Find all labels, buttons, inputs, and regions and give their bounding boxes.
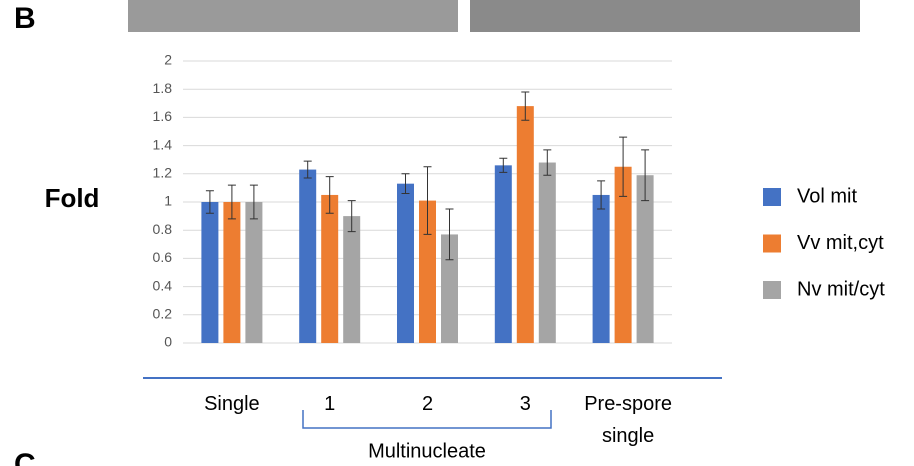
y-tick-label: 1.4 (153, 136, 173, 152)
micrograph (128, 0, 458, 32)
legend-label: Vv mit,cyt (797, 232, 884, 254)
y-tick-label: 0.2 (153, 306, 173, 322)
panel-label: C (14, 448, 36, 466)
y-axis-label: Fold (45, 183, 100, 213)
legend-swatch (763, 188, 781, 206)
error-bar (205, 190, 214, 214)
error-bar (499, 157, 508, 173)
error-bar (641, 149, 650, 202)
bar (245, 202, 263, 343)
error-bar (445, 208, 454, 261)
y-tick-label: 2 (164, 52, 172, 68)
y-tick-label: 0.8 (153, 221, 173, 237)
y-tick-label: 0.6 (153, 249, 173, 265)
bar (614, 166, 632, 343)
bar (441, 234, 458, 343)
bar (299, 169, 317, 343)
y-tick-label: 1 (164, 193, 172, 209)
y-tick-label: 1.6 (153, 108, 173, 124)
bar (321, 194, 339, 343)
x-tick-label: 2 (421, 393, 434, 415)
group-label: Multinucleate (368, 440, 486, 462)
error-bar (227, 184, 236, 220)
bar (201, 202, 219, 343)
y-tick-label: 1.2 (153, 165, 173, 181)
error-bar (401, 173, 410, 195)
bar (419, 200, 436, 343)
bar (516, 106, 534, 344)
y-tick-label: 1.8 (153, 80, 173, 96)
error-bar (521, 91, 530, 121)
bar (538, 162, 556, 343)
panel-label: B (14, 2, 36, 35)
legend-label: Nv mit/cyt (797, 278, 885, 300)
error-bar (597, 180, 606, 210)
x-tick-label: 1 (324, 393, 336, 415)
x-tick-label: 3 (519, 393, 531, 415)
error-bar (619, 136, 628, 197)
legend-swatch (763, 234, 781, 253)
bar (343, 216, 361, 343)
x-tick-label: Pre-spore single (584, 393, 672, 447)
error-bar (423, 166, 432, 235)
error-bar (249, 184, 258, 220)
error-bar (325, 176, 334, 214)
micrograph (470, 0, 860, 32)
error-bar (347, 200, 356, 233)
error-bar (303, 160, 312, 179)
y-tick-label: 0.4 (153, 277, 173, 293)
bracket (302, 410, 552, 429)
bar (592, 194, 610, 343)
legend-label: Vol mit (797, 185, 857, 207)
bar (494, 165, 512, 343)
bar (636, 175, 654, 343)
x-tick-label: Single (204, 393, 260, 415)
error-bar (543, 149, 552, 176)
legend-swatch (763, 281, 781, 299)
bar (397, 183, 414, 343)
bar (223, 202, 241, 343)
y-tick-label: 0 (164, 334, 172, 350)
